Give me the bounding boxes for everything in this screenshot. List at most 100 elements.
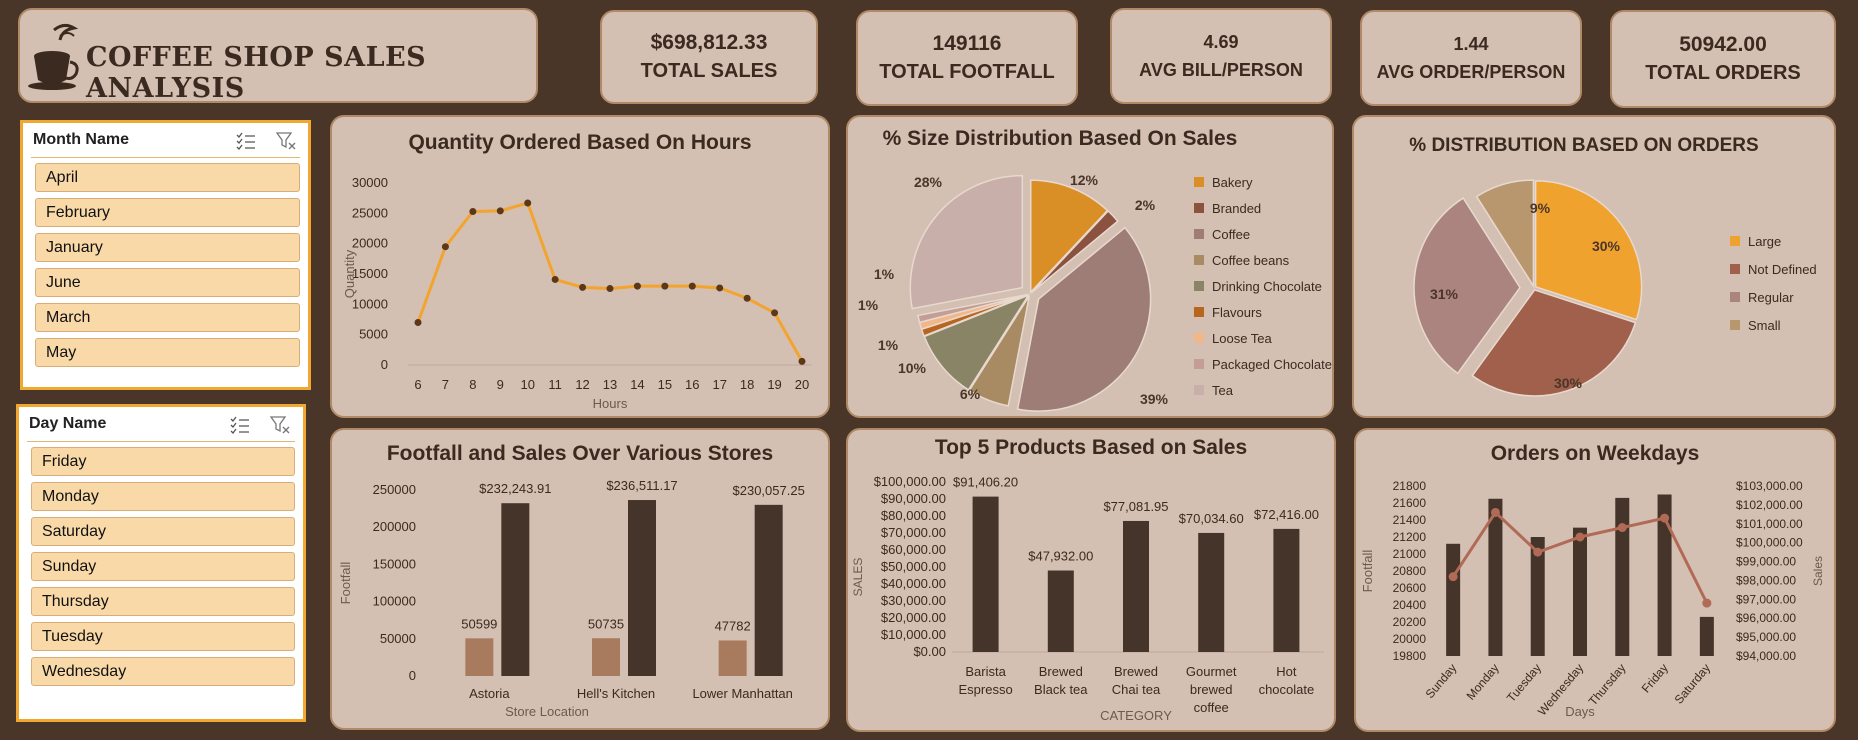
kpi-value: 1.44 xyxy=(1453,34,1489,54)
products-bar-chart-panel: Top 5 Products Based on Sales $0.00 $10,0… xyxy=(846,428,1336,732)
x-tick-label: Tuesday xyxy=(1504,661,1544,705)
bar xyxy=(1047,570,1074,652)
kpi-total-sales: $698,812.33 TOTAL SALES xyxy=(600,10,818,104)
slice-label: 12% xyxy=(1070,172,1099,188)
x-tick-label: Saturday xyxy=(1672,661,1714,707)
slice-label: 30% xyxy=(1554,375,1583,391)
legend-swatch xyxy=(1194,255,1204,265)
data-point xyxy=(633,282,641,290)
slicer-item[interactable]: June xyxy=(35,268,300,297)
y2-tick-label: $97,000.00 xyxy=(1736,592,1796,606)
y-tick-label: 20000 xyxy=(352,236,388,251)
bar xyxy=(1446,543,1461,656)
title-banner: COFFEE SHOP SALES ANALYSIS xyxy=(18,8,538,104)
data-label: 50735 xyxy=(588,616,624,631)
slicer-item[interactable]: May xyxy=(35,338,300,367)
kpi-avg-order-per-person: 1.44 AVG ORDER/PERSON xyxy=(1360,10,1582,106)
slice-label: 30% xyxy=(1592,238,1621,254)
y2-tick-label: $94,000.00 xyxy=(1736,649,1796,663)
data-point xyxy=(798,357,806,365)
y-tick-label: 21200 xyxy=(1393,530,1427,544)
legend-swatch xyxy=(1194,177,1204,187)
x-tick-label: Black tea xyxy=(1034,682,1088,697)
y-axis-label: Footfall xyxy=(338,562,353,605)
pie-slice xyxy=(917,293,1029,324)
slicer-item[interactable]: Saturday xyxy=(31,517,295,546)
slicer-item[interactable]: Tuesday xyxy=(31,622,295,651)
legend-item: Regular xyxy=(1730,283,1817,311)
y-tick-label: 30000 xyxy=(352,175,388,190)
legend-item: Tea xyxy=(1194,377,1332,403)
y-tick-label: 20200 xyxy=(1393,615,1427,629)
x-tick-label: 10 xyxy=(520,377,534,392)
pie-slice xyxy=(923,293,1031,391)
legend-label: Coffee xyxy=(1212,226,1251,242)
y-tick-label: $60,000.00 xyxy=(881,542,946,557)
legend-item: Small xyxy=(1730,311,1817,339)
y-tick-label: $10,000.00 xyxy=(881,627,946,642)
legend-label: Drinking Chocolate xyxy=(1212,278,1322,294)
data-point xyxy=(414,319,422,327)
bar xyxy=(1699,616,1714,656)
sales-point xyxy=(1702,598,1712,608)
x-tick-label: coffee xyxy=(1194,700,1229,715)
data-point xyxy=(524,199,532,207)
y2-tick-label: $95,000.00 xyxy=(1736,630,1796,644)
y-tick-label: 20000 xyxy=(1393,632,1427,646)
slicer-item[interactable]: January xyxy=(35,233,300,262)
multi-select-icon[interactable] xyxy=(235,131,257,151)
slicer-header: Month Name xyxy=(33,131,129,148)
bar xyxy=(1530,537,1545,656)
clear-filter-icon[interactable] xyxy=(275,131,297,151)
slicer-item[interactable]: Wednesday xyxy=(31,657,295,686)
slice-label: 1% xyxy=(874,266,895,282)
data-point xyxy=(469,208,477,216)
slicer-item[interactable]: Friday xyxy=(31,447,295,476)
sales-point xyxy=(1575,532,1585,542)
x-tick-label: Astoria xyxy=(469,686,510,701)
chart-title: Quantity Ordered Based On Hours xyxy=(408,131,752,154)
y-tick-label: $0.00 xyxy=(913,644,946,659)
data-label: $70,034.60 xyxy=(1179,511,1244,526)
kpi-label: AVG ORDER/PERSON xyxy=(1376,62,1566,82)
y-tick-label: $70,000.00 xyxy=(881,525,946,540)
pie-slice xyxy=(909,174,1024,310)
dashboard-title: COFFEE SHOP SALES ANALYSIS xyxy=(86,42,427,104)
slicer-item[interactable]: Sunday xyxy=(31,552,295,581)
legend-label: Regular xyxy=(1748,289,1794,305)
chart-title: Footfall and Sales Over Various Stores xyxy=(386,442,774,465)
bar xyxy=(592,638,620,676)
clear-filter-icon[interactable] xyxy=(269,415,291,435)
slicer-item[interactable]: April xyxy=(35,163,300,192)
y-tick-label: $40,000.00 xyxy=(881,576,946,591)
x-tick-label: 12 xyxy=(575,377,589,392)
slice-label: 10% xyxy=(898,360,927,376)
month-slicer: Month Name April February January June M… xyxy=(20,120,311,390)
x-tick-label: Lower Manhattan xyxy=(692,686,792,701)
x-tick-label: 13 xyxy=(603,377,617,392)
orders-pie-legend: Large Not Defined Regular Small xyxy=(1730,227,1817,339)
slicer-item[interactable]: March xyxy=(35,303,300,332)
multi-select-icon[interactable] xyxy=(229,415,251,435)
kpi-value: 4.69 xyxy=(1203,32,1239,52)
x-tick-label: Espresso xyxy=(958,682,1012,697)
slicer-item[interactable]: Monday xyxy=(31,482,295,511)
size-pie-legend: Bakery Branded Coffee Coffee beans Drinking … xyxy=(1194,169,1332,403)
slicer-item[interactable]: Thursday xyxy=(31,587,295,616)
data-point xyxy=(716,284,724,292)
y-tick-label: $90,000.00 xyxy=(881,491,946,506)
bar xyxy=(972,496,999,652)
kpi-value: 149116 xyxy=(932,32,1002,55)
x-tick-label: Gourmet xyxy=(1186,664,1237,679)
legend-item: Drinking Chocolate xyxy=(1194,273,1332,299)
data-label: $47,932.00 xyxy=(1028,549,1093,564)
slicer-divider xyxy=(27,441,295,442)
sales-point xyxy=(1448,572,1458,582)
x-tick-label: Thursday xyxy=(1586,661,1629,708)
slicer-item[interactable]: February xyxy=(35,198,300,227)
kpi-label: TOTAL ORDERS xyxy=(1645,62,1801,84)
kpi-label: TOTAL FOOTFALL xyxy=(879,61,1055,83)
legend-swatch xyxy=(1730,236,1740,246)
y-tick-label: 20400 xyxy=(1393,598,1427,612)
x-tick-label: 20 xyxy=(795,377,809,392)
